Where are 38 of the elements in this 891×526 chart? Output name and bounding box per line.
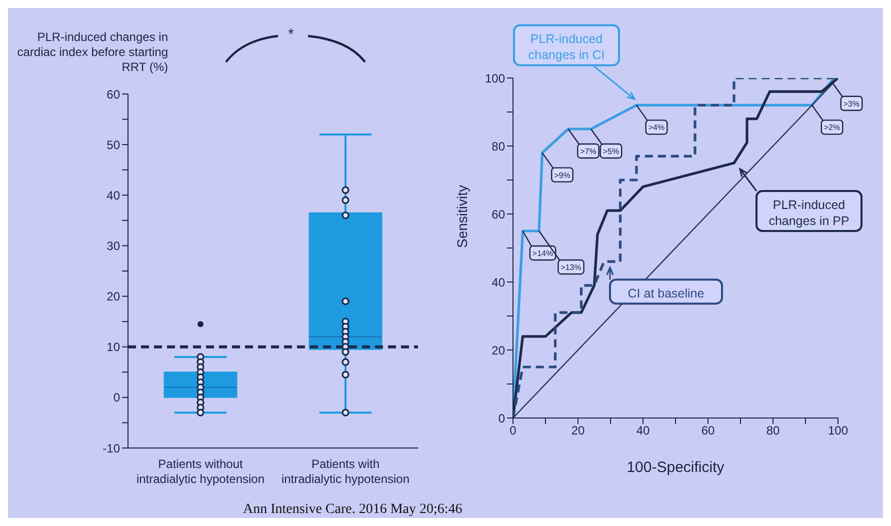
annotation: >14% bbox=[532, 249, 554, 258]
y-tick-label: 10 bbox=[106, 340, 120, 354]
annotation: >7% bbox=[580, 147, 596, 156]
x-tick-label: 0 bbox=[510, 424, 517, 438]
y-tick-label: -10 bbox=[102, 441, 120, 456]
annotation: >13% bbox=[560, 263, 582, 272]
annotation: >5% bbox=[602, 147, 620, 156]
x-tick-label: 60 bbox=[701, 424, 715, 438]
text: PLR-induced changes in CI bbox=[528, 32, 605, 62]
x-tick-label: 40 bbox=[636, 424, 650, 438]
y-axis-title: Sensitivity bbox=[454, 184, 470, 248]
annotation: >9% bbox=[554, 170, 570, 180]
annotation: >3% bbox=[843, 99, 860, 108]
text: CI at baseline bbox=[628, 286, 704, 301]
x-tick-label: 20 bbox=[571, 424, 585, 438]
y-tick-label: 20 bbox=[492, 343, 506, 358]
x-tick-label: Patients with intradialytic hypotension bbox=[281, 457, 410, 486]
y-tick-label: 40 bbox=[106, 188, 120, 202]
y-tick-label: 80 bbox=[492, 139, 506, 154]
y-tick-label: 20 bbox=[106, 290, 120, 304]
y-tick-label: 50 bbox=[106, 138, 120, 152]
y-tick-label: 0 bbox=[498, 411, 506, 426]
y-tick-label: 60 bbox=[492, 207, 506, 222]
y-tick-label: 30 bbox=[106, 238, 120, 253]
annotation: >4% bbox=[648, 123, 665, 132]
x-tick-label: Patients without intradialytic hypotension bbox=[136, 457, 265, 486]
text: PLR-induced changes in PP bbox=[768, 198, 850, 228]
y-tick-label: 40 bbox=[492, 275, 506, 290]
y-tick-label: 60 bbox=[106, 87, 120, 102]
x-tick-label: 100 bbox=[828, 424, 848, 438]
y-tick-label: 100 bbox=[484, 71, 506, 86]
x-axis-title: 100-Specificity bbox=[626, 459, 725, 476]
x-tick-label: 80 bbox=[766, 424, 780, 438]
annotation: >2% bbox=[824, 123, 840, 132]
text: * bbox=[288, 26, 294, 43]
y-tick-label: 0 bbox=[113, 390, 120, 405]
text: Ann Intensive Care. 2016 May 20;6:46 bbox=[243, 502, 464, 518]
y-axis-title: PLR-induced changes in cardiac index before starting RRT (%) bbox=[16, 30, 168, 75]
